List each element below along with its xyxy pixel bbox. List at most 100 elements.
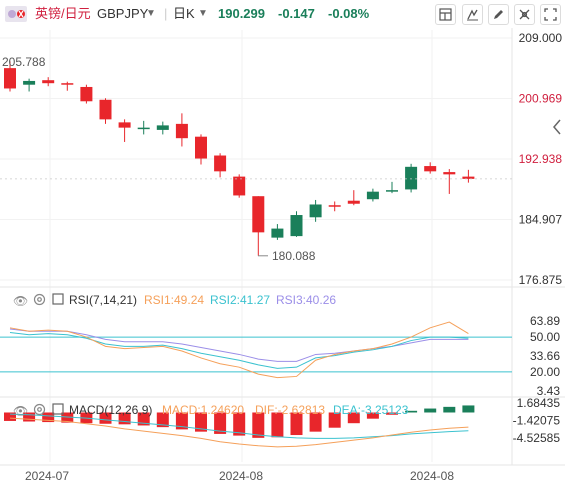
macd-bar-down bbox=[61, 412, 74, 423]
macd-bar-down bbox=[290, 412, 303, 436]
candle-down bbox=[61, 83, 74, 85]
dif-line bbox=[9, 417, 469, 448]
macd-bar-down bbox=[366, 412, 379, 419]
macd-expand-icon[interactable] bbox=[52, 403, 64, 418]
candle-up bbox=[309, 204, 322, 218]
candle-up bbox=[290, 215, 303, 237]
price-change: -0.147 bbox=[278, 6, 315, 21]
rsi2-line bbox=[9, 331, 469, 369]
candle-down bbox=[214, 155, 227, 172]
candle-down bbox=[252, 196, 265, 233]
fullscreen-button[interactable] bbox=[540, 4, 561, 25]
macd-bar-down bbox=[214, 412, 227, 434]
rsi-axis-label: 20.00 bbox=[530, 365, 560, 379]
rsi2-value: RSI2:41.27 bbox=[210, 293, 271, 307]
macd-bar-down bbox=[271, 412, 284, 438]
candle-down bbox=[347, 200, 360, 204]
layout-icon bbox=[439, 8, 452, 21]
candle-down bbox=[118, 122, 131, 128]
rsi-axis-label: 50.00 bbox=[530, 330, 560, 344]
symbol-code[interactable]: GBPJPY bbox=[97, 6, 149, 21]
macd-bar-up bbox=[405, 410, 418, 413]
time-axis-label: 2024-07 bbox=[25, 469, 69, 483]
rsi-settings-icon[interactable] bbox=[33, 293, 46, 309]
side-panel-toggle[interactable] bbox=[551, 116, 563, 138]
candle-down bbox=[42, 80, 55, 84]
chevron-left-icon bbox=[553, 119, 561, 135]
candle-up bbox=[23, 80, 36, 85]
rsi3-value: RSI3:40.26 bbox=[276, 293, 337, 307]
macd-title: MACD(12,26,9) bbox=[69, 403, 153, 417]
candle-down bbox=[462, 176, 475, 179]
rsi3-line bbox=[9, 328, 469, 362]
candle-down bbox=[175, 123, 188, 139]
drawing-tools-icon bbox=[467, 9, 478, 21]
candle-up bbox=[271, 228, 284, 238]
toolbar-divider: | bbox=[164, 6, 168, 21]
draw-pen-icon bbox=[494, 10, 503, 19]
draw-pen-button[interactable] bbox=[488, 4, 509, 25]
macd-settings-icon[interactable] bbox=[33, 403, 46, 419]
macd-bar-down bbox=[99, 412, 112, 424]
candle-down bbox=[233, 176, 246, 196]
macd-bar-down bbox=[23, 412, 36, 422]
macd-axis-label: -1.42075 bbox=[513, 414, 561, 428]
macd-bar-down bbox=[309, 412, 322, 432]
macd-bar-down bbox=[175, 412, 188, 430]
current-price: 190.299 bbox=[218, 6, 265, 21]
candle-down bbox=[195, 136, 207, 159]
macd-bar-up bbox=[462, 405, 475, 413]
fullscreen-icon bbox=[544, 8, 557, 21]
settings-button[interactable] bbox=[514, 4, 535, 25]
uk-flag-icon bbox=[4, 5, 28, 27]
rsi1-line bbox=[9, 321, 469, 379]
drawing-tools-button[interactable] bbox=[462, 4, 483, 25]
price-axis-label: 192.938 bbox=[519, 152, 563, 166]
time-axis-label: 2024-08 bbox=[410, 469, 454, 483]
macd-bar-down bbox=[42, 412, 55, 423]
interval-dropdown-icon[interactable]: ▼ bbox=[198, 8, 208, 19]
candle-down bbox=[328, 205, 341, 207]
candle-down bbox=[99, 99, 112, 120]
rsi-axis-label: 63.89 bbox=[530, 314, 560, 328]
macd-bar-down bbox=[347, 412, 360, 424]
candle-down bbox=[80, 86, 93, 102]
candle-up bbox=[156, 125, 169, 130]
rsi-axis-label: 33.66 bbox=[530, 349, 560, 363]
rsi-axis-label: 3.43 bbox=[537, 384, 561, 398]
candle-up bbox=[386, 190, 398, 192]
macd-bar-up bbox=[424, 408, 437, 413]
dif-value: DIF:-2.62813 bbox=[255, 403, 326, 417]
macd-bar-down bbox=[4, 412, 16, 421]
time-axis-label: 2024-08 bbox=[219, 469, 263, 483]
price-axis-label: 209.000 bbox=[519, 31, 563, 45]
macd-visibility-icon[interactable]: 👁 bbox=[13, 404, 29, 418]
layout-button[interactable] bbox=[435, 4, 456, 25]
chart-toolbar: 英镑/日元 GBPJPY ▼ | 日K ▼ 190.299 -0.147 -0.… bbox=[0, 0, 565, 28]
rsi-visibility-icon[interactable]: 👁 bbox=[13, 294, 29, 308]
candle-up bbox=[366, 191, 379, 200]
rsi-expand-icon[interactable] bbox=[52, 293, 64, 308]
candle-up bbox=[405, 166, 418, 190]
rsi1-value: RSI1:49.24 bbox=[144, 293, 205, 307]
candle-up bbox=[137, 127, 150, 130]
price-axis-label: 200.969 bbox=[519, 91, 563, 105]
macd-bar-down bbox=[233, 412, 246, 436]
dea-value: DEA:-3.25123 bbox=[333, 403, 409, 417]
price-axis-label: 184.907 bbox=[519, 212, 563, 226]
macd-bar-down bbox=[137, 412, 150, 426]
symbol-name[interactable]: 英镑/日元 bbox=[35, 6, 91, 21]
macd-bar-down bbox=[156, 412, 169, 428]
candle-down bbox=[4, 68, 16, 89]
macd-bar-down bbox=[118, 412, 131, 425]
macd-bar-down bbox=[252, 412, 265, 438]
symbol-dropdown-icon[interactable]: ▼ bbox=[146, 8, 156, 19]
interval-selector[interactable]: 日K bbox=[173, 6, 195, 21]
macd-bar-down bbox=[386, 412, 398, 415]
candle-down bbox=[424, 166, 437, 172]
high-price-annotation: 205.788 bbox=[2, 55, 46, 69]
dea-line bbox=[9, 413, 469, 439]
settings-icon bbox=[519, 9, 530, 20]
rsi-title: RSI(7,14,21) bbox=[69, 293, 138, 307]
